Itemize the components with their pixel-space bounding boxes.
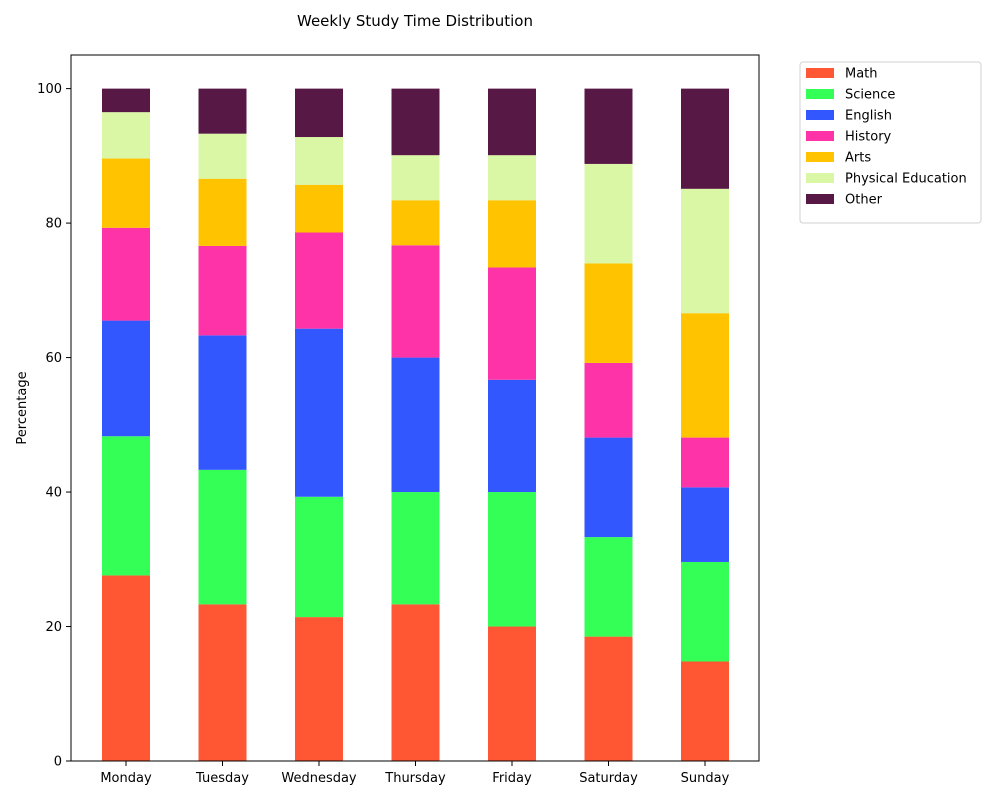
x-tick-label: Tuesday: [195, 771, 249, 786]
legend-label: Arts: [845, 151, 871, 166]
bar-english-friday: [488, 379, 536, 493]
bar-physical-education-friday: [488, 155, 536, 201]
x-tick-label: Wednesday: [281, 771, 357, 786]
bar-math-monday: [102, 575, 150, 761]
axes-group: 0 20 40 60 80 100 Monday Tuesday Wednesday Thursd…: [37, 54, 760, 786]
bar-math-friday: [488, 626, 536, 761]
bar-physical-education-thursday: [391, 155, 440, 201]
legend-label: History: [845, 130, 892, 145]
bar-science-thursday: [391, 492, 440, 605]
bar-arts-sunday: [681, 313, 729, 438]
bar-other-friday: [488, 88, 536, 156]
bar-english-saturday: [584, 437, 633, 538]
bar-physical-education-monday: [102, 112, 150, 159]
legend-label: Science: [845, 88, 895, 103]
bar-arts-saturday: [584, 263, 633, 363]
legend-swatch-history: [806, 131, 834, 141]
legend-swatch-other: [806, 194, 834, 204]
bar-other-sunday: [681, 88, 729, 189]
legend-swatch-physical-education: [806, 173, 834, 183]
bar-science-tuesday: [198, 469, 247, 605]
bar-science-sunday: [681, 561, 729, 662]
legend-swatch-english: [806, 110, 834, 120]
y-tick-label: 40: [45, 486, 62, 501]
bar-science-wednesday: [295, 496, 343, 618]
y-axis-label: Percentage: [15, 371, 30, 444]
legend-swatch-science: [806, 89, 834, 99]
bar-other-thursday: [391, 88, 440, 156]
bar-history-thursday: [391, 245, 440, 358]
y-tick-label: 60: [45, 351, 62, 366]
bar-math-saturday: [584, 636, 633, 761]
y-tick-label: 100: [37, 82, 62, 97]
bar-science-monday: [102, 436, 150, 576]
bar-arts-wednesday: [295, 184, 343, 233]
bar-english-thursday: [391, 357, 440, 493]
bar-science-friday: [488, 492, 536, 627]
y-tick-label: 20: [45, 620, 62, 635]
bar-math-sunday: [681, 661, 729, 761]
bar-math-wednesday: [295, 617, 343, 761]
bar-arts-thursday: [391, 200, 440, 246]
legend-frame: [799, 61, 982, 224]
bar-history-saturday: [584, 362, 633, 438]
bar-english-monday: [102, 320, 150, 437]
bar-history-sunday: [681, 437, 729, 488]
x-tick-label: Sunday: [681, 771, 730, 786]
bar-science-saturday: [584, 537, 633, 637]
bar-arts-friday: [488, 200, 536, 268]
x-tick-label: Monday: [100, 771, 152, 786]
legend-label: Physical Education: [845, 172, 967, 187]
bar-math-tuesday: [198, 604, 247, 761]
y-tick-label: 0: [54, 755, 62, 770]
bar-physical-education-sunday: [681, 188, 729, 314]
y-tick-label: 80: [45, 217, 62, 232]
bar-english-tuesday: [198, 335, 247, 470]
bar-math-thursday: [391, 604, 440, 761]
bar-history-monday: [102, 227, 150, 321]
bar-history-friday: [488, 267, 536, 380]
bars-group: [102, 88, 729, 761]
legend-swatch-math: [806, 68, 834, 78]
bar-other-tuesday: [198, 88, 247, 134]
bar-history-wednesday: [295, 232, 343, 329]
bar-arts-monday: [102, 158, 150, 228]
chart-title: Weekly Study Time Distribution: [297, 12, 533, 30]
bar-other-saturday: [584, 88, 633, 164]
bar-arts-tuesday: [198, 178, 247, 246]
bar-history-tuesday: [198, 245, 247, 336]
bar-other-wednesday: [295, 88, 343, 138]
bar-physical-education-tuesday: [198, 133, 247, 179]
bar-english-sunday: [681, 487, 729, 562]
bar-physical-education-wednesday: [295, 137, 343, 185]
bar-english-wednesday: [295, 328, 343, 497]
legend: Math Science English History Arts Physical Ed…: [799, 61, 982, 224]
bar-physical-education-saturday: [584, 163, 633, 264]
x-tick-label: Saturday: [579, 771, 638, 786]
legend-label: Other: [845, 193, 883, 208]
bar-other-monday: [102, 88, 150, 113]
x-tick-label: Thursday: [384, 771, 446, 786]
legend-label: English: [845, 109, 892, 124]
legend-swatch-arts: [806, 152, 834, 162]
x-tick-label: Friday: [492, 771, 532, 786]
legend-label: Math: [845, 67, 878, 82]
